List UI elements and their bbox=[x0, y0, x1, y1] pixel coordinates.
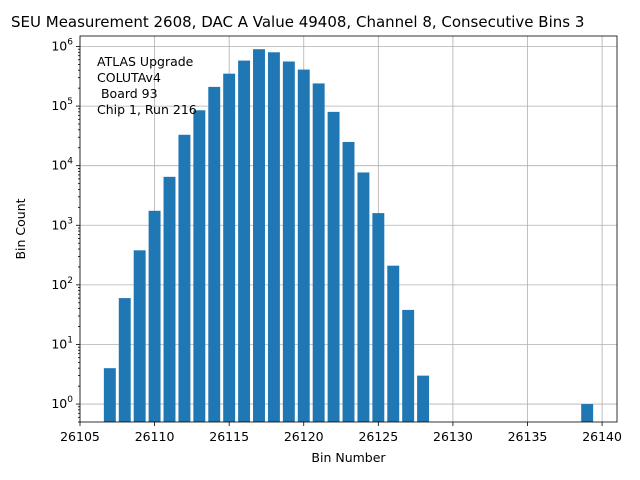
bar bbox=[417, 375, 430, 422]
y-axis-label: Bin Count bbox=[13, 198, 28, 259]
x-tick-label: 26140 bbox=[582, 429, 622, 444]
x-axis-label: Bin Number bbox=[311, 450, 386, 465]
bar bbox=[253, 49, 265, 422]
bar bbox=[297, 69, 310, 423]
bar bbox=[148, 210, 161, 422]
y-tick-label: 102 bbox=[51, 276, 73, 292]
annotation-line: COLUTAv4 bbox=[97, 70, 161, 85]
x-tick-label: 26130 bbox=[433, 429, 473, 444]
bar bbox=[193, 110, 206, 422]
y-tick-label: 104 bbox=[51, 157, 73, 173]
x-tick-label: 26115 bbox=[209, 429, 249, 444]
bar bbox=[282, 61, 295, 423]
bar bbox=[581, 404, 594, 422]
x-tick-label: 26110 bbox=[135, 429, 175, 444]
bar bbox=[223, 73, 236, 422]
y-axis: 100 101 102 103 104 105 106 bbox=[51, 37, 80, 423]
bars bbox=[103, 49, 594, 423]
bar bbox=[133, 250, 146, 422]
plot-frame bbox=[79, 35, 618, 423]
bar bbox=[312, 83, 325, 423]
x-tick-label: 26105 bbox=[60, 429, 100, 444]
y-tick-label: 106 bbox=[51, 37, 73, 53]
bar bbox=[163, 176, 176, 422]
x-tick-label: 26125 bbox=[358, 429, 398, 444]
bar bbox=[342, 141, 355, 422]
y-tick-label: 105 bbox=[51, 97, 73, 113]
x-tick-label: 26135 bbox=[508, 429, 548, 444]
bar bbox=[402, 309, 415, 422]
annotation-line: ATLAS Upgrade bbox=[97, 54, 194, 69]
bar bbox=[103, 368, 116, 422]
bar bbox=[267, 52, 280, 422]
bar bbox=[208, 86, 221, 423]
bar bbox=[372, 213, 385, 422]
bar bbox=[327, 111, 340, 423]
y-tick-label: 100 bbox=[51, 395, 73, 411]
bar bbox=[178, 134, 191, 422]
bar bbox=[387, 265, 400, 422]
x-tick-label: 26120 bbox=[284, 429, 324, 444]
annotation-line: Chip 1, Run 216 bbox=[97, 102, 197, 117]
x-axis: 26105 26110 26115 26120 26125 26130 26135 26140 bbox=[60, 422, 622, 444]
y-tick-label: 101 bbox=[51, 335, 73, 351]
bar bbox=[357, 172, 370, 422]
chart-title: SEU Measurement 2608, DAC A Value 49408,… bbox=[11, 13, 584, 31]
y-tick-label: 103 bbox=[51, 216, 73, 232]
bar bbox=[118, 298, 131, 422]
bar bbox=[238, 60, 251, 423]
annotation-line: Board 93 bbox=[97, 86, 158, 101]
